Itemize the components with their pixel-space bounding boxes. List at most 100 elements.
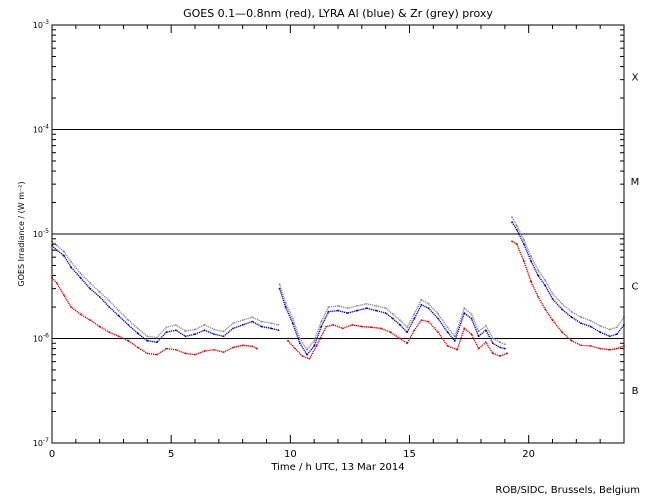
series-0-point-47 (477, 347, 480, 350)
series-2-point-61 (544, 279, 547, 282)
series-1-point-12 (155, 341, 158, 344)
series-2-point-49 (463, 307, 466, 310)
series-0-point-46 (470, 333, 473, 336)
series-1-point-5 (89, 287, 92, 290)
series-2-point-8 (117, 309, 120, 312)
series-2-point-68 (608, 328, 611, 331)
series-0-point-3 (70, 306, 72, 308)
series-2-point-11 (146, 335, 149, 338)
series-2-point-33 (327, 306, 330, 308)
series-2-point-36 (356, 305, 358, 307)
series-2-point-18 (213, 328, 215, 331)
series-2-point-19 (222, 330, 225, 333)
series-2-point-54 (499, 341, 501, 344)
series-0-point-22 (251, 345, 254, 348)
series-2-point-13 (165, 326, 168, 329)
series-1-point-45 (427, 307, 430, 310)
x-axis-label: Time / h UTC, 13 Mar 2014 (270, 462, 404, 473)
y-tick-label-0: 10-7 (33, 437, 49, 448)
series-1-point-3 (70, 266, 72, 269)
series-1-point-9 (127, 323, 130, 326)
series-2-point-57 (515, 224, 518, 227)
series-1-point-65 (580, 322, 582, 325)
series-0-point-55 (530, 280, 532, 283)
series-1-point-22 (251, 320, 254, 323)
series-1-point-44 (420, 303, 423, 306)
series-1-point-2 (63, 254, 65, 257)
series-1-point-42 (406, 331, 409, 334)
credit-label: ROB/SIDC, Brussels, Belgium (495, 485, 640, 496)
series-1-point-16 (194, 333, 196, 336)
series-2-point-3 (70, 261, 72, 263)
series-1-point-17 (203, 329, 206, 332)
series-1-point-7 (108, 306, 111, 308)
series-2-point-9 (127, 319, 130, 321)
series-0-point-61 (580, 344, 582, 347)
series-line-2 (51, 216, 625, 352)
series-0-point-54 (523, 260, 525, 263)
series-2-point-28 (291, 317, 294, 320)
flare-class-C: C (632, 282, 639, 293)
series-1-point-24 (270, 327, 273, 330)
series-1-point-58 (523, 243, 525, 246)
chart-title: GOES 0.1—0.8nm (red), LYRA Al (blue) & Z… (183, 7, 493, 20)
series-0-point-51 (506, 352, 509, 355)
series-2-point-25 (277, 323, 280, 326)
series-1-point-6 (98, 296, 101, 298)
flare-class-B: B (632, 386, 639, 397)
series-1-point-1 (55, 249, 58, 252)
series-0-point-10 (136, 346, 139, 349)
series-0-point-50 (499, 355, 501, 357)
series-0-point-31 (341, 327, 344, 330)
series-1-point-40 (391, 317, 394, 320)
series-2-point-24 (270, 322, 273, 325)
series-2-point-15 (184, 330, 187, 332)
series-0-point-20 (232, 346, 235, 349)
series-1-point-38 (375, 309, 378, 312)
series-1-point-31 (313, 344, 316, 347)
series-1-point-13 (165, 331, 168, 334)
reference-lines (52, 129, 624, 339)
series-2-point-17 (203, 323, 206, 326)
series-2-point-34 (337, 305, 339, 307)
y-tick-label-1: 10-6 (33, 333, 49, 344)
series-0-point-63 (599, 347, 602, 350)
series-1-point-41 (399, 323, 401, 326)
series-1-point-8 (117, 314, 120, 317)
series-1-point-10 (136, 332, 139, 335)
series-0-point-45 (463, 327, 466, 330)
series-2-point-14 (175, 323, 177, 326)
series-0-point-2 (63, 294, 65, 297)
series-1-point-57 (515, 228, 518, 231)
series-0-point-37 (399, 337, 401, 340)
series-2-point-48 (453, 335, 456, 338)
series-1-point-46 (437, 317, 439, 320)
series-1-point-25 (277, 329, 280, 332)
series-2-point-39 (384, 307, 387, 310)
y-axis: 10-7 10-6 10-5 10-4 10-3 (33, 19, 624, 448)
series-2-point-51 (477, 330, 480, 333)
series-1-point-37 (365, 307, 368, 310)
series-0-point-18 (213, 348, 215, 351)
series-2-point-67 (599, 325, 602, 327)
series-1-point-20 (232, 327, 235, 330)
series-0-point-13 (165, 347, 168, 350)
series-2-point-7 (108, 299, 111, 302)
series-2-point-31 (313, 339, 316, 342)
series-1-point-27 (284, 306, 287, 308)
x-tick-label-15: 15 (403, 449, 416, 460)
series-1-point-14 (175, 329, 177, 332)
series-1-point-26 (278, 287, 281, 290)
series-1-point-53 (492, 342, 494, 345)
series-0-point-43 (446, 344, 449, 347)
series-2-point-53 (492, 337, 494, 340)
series-1-point-64 (570, 316, 573, 319)
series-2-point-55 (503, 343, 506, 346)
series-2-point-38 (375, 305, 378, 307)
series-0-point-48 (484, 341, 487, 344)
series-2-point-21 (241, 319, 244, 321)
flare-class-labels: B C M X (631, 73, 640, 397)
series-2-point-63 (561, 302, 563, 305)
y-tick-label-3: 10-4 (33, 124, 49, 135)
